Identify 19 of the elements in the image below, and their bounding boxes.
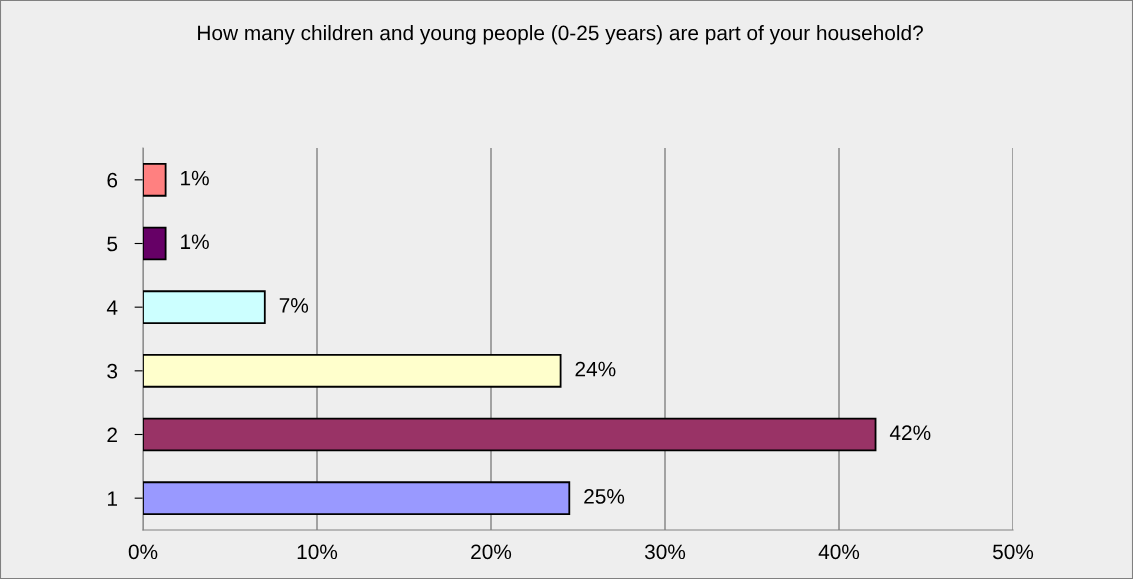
y-tick-label: 5: [107, 236, 118, 252]
x-tick-label: 0%: [128, 544, 158, 560]
y-tick-label: 2: [107, 427, 117, 443]
x-tick-label: 40%: [818, 544, 860, 560]
data-label: 24%: [575, 361, 616, 377]
y-tick-label: 3: [107, 363, 118, 379]
chart-title: How many children and young people (0-25 years) are part of your household?: [198, 25, 923, 45]
data-label: 1%: [181, 170, 209, 186]
y-tick-label: 4: [106, 300, 118, 315]
data-label: 1%: [181, 234, 209, 250]
x-tick-label: 50%: [992, 544, 1034, 560]
y-tick-label: 1: [108, 491, 117, 506]
x-tick-label: 20%: [471, 544, 512, 560]
data-label: 42%: [889, 425, 931, 441]
data-label: 25%: [584, 489, 625, 504]
x-tick-label: 30%: [644, 544, 686, 560]
y-tick-label: 6: [107, 172, 118, 188]
x-tick-label: 10%: [297, 544, 338, 560]
data-label: 7%: [279, 298, 309, 313]
